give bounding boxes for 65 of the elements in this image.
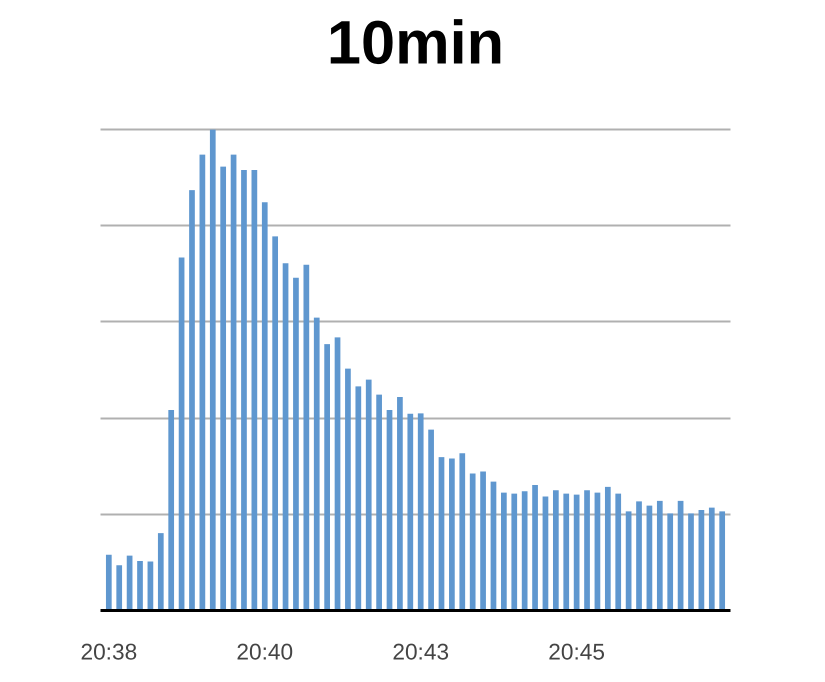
bar xyxy=(428,430,434,610)
bar xyxy=(667,513,674,610)
x-tick-label: 20:45 xyxy=(548,638,605,664)
bar xyxy=(345,368,351,610)
bar xyxy=(552,490,559,610)
bar xyxy=(470,473,476,610)
bar xyxy=(366,380,372,610)
bar xyxy=(480,472,486,610)
bar xyxy=(158,533,164,610)
bar xyxy=(418,413,424,610)
x-tick-label: 20:40 xyxy=(236,638,294,664)
bar xyxy=(314,318,320,610)
bar xyxy=(126,556,132,610)
bar xyxy=(438,457,444,610)
bar xyxy=(272,236,278,610)
bar xyxy=(210,130,216,610)
bar xyxy=(688,513,694,610)
bar xyxy=(542,496,548,610)
bar xyxy=(293,278,299,610)
bar xyxy=(386,410,392,610)
bar xyxy=(106,554,112,610)
bar xyxy=(678,500,684,610)
bar xyxy=(594,492,600,610)
bar xyxy=(355,386,362,610)
bar xyxy=(324,344,330,610)
x-tick-label: 20:38 xyxy=(80,638,138,664)
bar xyxy=(501,492,507,610)
bar xyxy=(168,410,174,610)
chart-title: 10min xyxy=(326,8,504,76)
bar xyxy=(137,560,143,610)
bar xyxy=(303,264,310,610)
bar xyxy=(220,166,226,610)
bar xyxy=(241,170,247,610)
bar xyxy=(626,511,632,610)
bar xyxy=(230,154,236,610)
bar xyxy=(698,510,704,610)
bar xyxy=(511,494,518,610)
bar xyxy=(376,394,382,610)
bar xyxy=(615,494,622,610)
bar xyxy=(334,337,340,610)
bar xyxy=(252,170,258,610)
bar xyxy=(178,258,184,610)
bar xyxy=(148,561,154,610)
bar xyxy=(200,154,206,610)
bar xyxy=(584,490,590,610)
bar xyxy=(262,202,268,610)
bar xyxy=(719,511,726,610)
bar xyxy=(708,508,715,610)
bar xyxy=(604,486,611,610)
bar xyxy=(574,494,580,610)
bar xyxy=(282,263,288,610)
bar xyxy=(407,414,414,610)
bar xyxy=(397,396,403,610)
bar xyxy=(189,190,195,610)
x-tick-label: 20:43 xyxy=(392,638,450,664)
bar xyxy=(449,458,455,610)
bar xyxy=(656,500,663,610)
bar xyxy=(563,494,570,610)
bar xyxy=(116,565,122,610)
bar xyxy=(636,501,642,610)
bar xyxy=(459,453,466,610)
bar xyxy=(522,491,528,610)
bar xyxy=(532,484,538,610)
bar xyxy=(490,482,496,610)
bar xyxy=(646,506,652,610)
